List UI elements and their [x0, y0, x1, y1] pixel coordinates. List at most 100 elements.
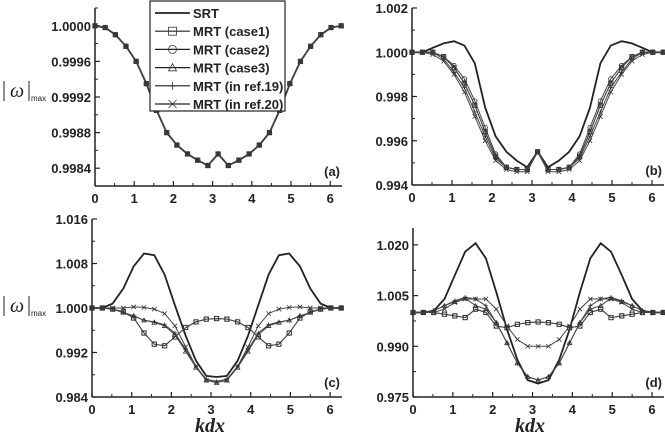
cross-marker: [172, 323, 178, 329]
cross-marker: [441, 58, 447, 64]
cross-marker: [556, 169, 562, 175]
cross-marker: [504, 323, 510, 329]
cross-marker: [131, 304, 137, 310]
legend-entry: MRT (case1): [193, 24, 270, 39]
y-tick-label: 1.005: [376, 289, 409, 304]
plus-marker: [256, 330, 261, 336]
cross-marker: [598, 296, 604, 302]
cross-marker: [483, 296, 489, 302]
max-subscript: max: [31, 94, 46, 103]
panel-b: 0 1 2 3 4 5 6 0.994 0.996 0.998 1.000 1.002 (b): [375, 1, 665, 205]
series-mrt-case3: [410, 295, 665, 383]
cross-marker: [297, 58, 303, 64]
series-mrt-in-ref-19: [410, 295, 665, 383]
cross-marker: [224, 377, 230, 383]
cross-marker: [472, 113, 478, 119]
plus-marker: [441, 56, 446, 62]
series-mrt-case2: [410, 306, 665, 331]
panel-c: 0 1 2 3 4 5 6 0.984 0.992 1.000 1.008 1.016 (c) kdx ω m…: [3, 212, 345, 437]
circle-marker: [151, 341, 157, 347]
cross-marker: [143, 81, 149, 87]
y-tick-label: 1.008: [55, 257, 88, 272]
y-tick-label: 1.020: [376, 238, 409, 253]
cross-marker: [286, 304, 292, 310]
plus-marker: [567, 165, 572, 170]
x-tick-label: 0: [91, 191, 98, 206]
cross-marker: [451, 71, 457, 77]
cross-marker: [205, 163, 211, 169]
cross-marker: [650, 49, 656, 55]
omega-symbol: ω: [10, 295, 24, 317]
y-tick-label: 0.9992: [51, 90, 91, 105]
cross-marker: [619, 71, 625, 77]
plus-marker: [168, 81, 177, 90]
circle-marker: [556, 321, 562, 327]
x-tick-label: 1: [131, 191, 138, 206]
plus-marker: [608, 85, 613, 90]
series-mrt-in-ref-20: [92, 23, 344, 169]
circle-marker: [193, 319, 199, 325]
cross-marker: [318, 32, 324, 38]
circle-marker: [141, 330, 147, 336]
y-tick-label: 1.000: [375, 45, 408, 60]
cross-marker: [256, 142, 262, 148]
cross-marker: [133, 58, 139, 64]
cross-marker: [431, 310, 437, 315]
series-line: [413, 241, 664, 385]
panel-label: (b): [645, 163, 662, 178]
x-tick-label: 0: [409, 402, 416, 417]
circle-marker: [214, 315, 220, 322]
cross-marker: [441, 306, 447, 312]
cross-marker: [110, 305, 116, 311]
cross-marker: [461, 89, 467, 95]
cross-marker: [525, 343, 531, 349]
cross-marker: [608, 89, 614, 95]
series-line: [413, 298, 664, 347]
cross-marker: [535, 149, 541, 155]
cross-marker: [514, 337, 520, 343]
x-tick-label: 5: [608, 190, 615, 205]
x-tick-label: 6: [327, 191, 334, 206]
plus-marker: [172, 330, 178, 336]
y-axis-label: ω max: [3, 295, 46, 318]
triangle-marker: [607, 80, 614, 86]
series-line: [413, 297, 664, 381]
series-line: [412, 40, 664, 169]
panel-label: (a): [324, 164, 340, 179]
legend-entry: MRT (case3): [193, 61, 270, 76]
plus-marker: [162, 322, 167, 327]
y-tick-label: 1.000: [55, 301, 88, 316]
cross-marker: [164, 130, 170, 136]
plus-marker: [557, 361, 562, 366]
cross-marker: [123, 43, 129, 49]
panel-a: 0 1 2 3 4 5 6 0.9984 0.9988 0.9992 0.9996 1.0000 (a)…: [3, 0, 345, 206]
cross-marker: [328, 305, 334, 311]
square-marker: [168, 26, 177, 36]
circle-marker: [545, 320, 552, 326]
x-tick-label: 1: [448, 190, 455, 205]
series-line: [92, 307, 342, 347]
cross-marker: [587, 296, 593, 302]
max-subscript: max: [31, 309, 46, 318]
series-mrt-case1: [89, 305, 344, 349]
x-axis-label: kdx: [515, 415, 545, 437]
omega-symbol: ω: [10, 80, 24, 102]
series-srt: [92, 252, 342, 378]
circle-marker: [619, 313, 625, 319]
plus-marker: [546, 374, 551, 379]
plus-marker: [266, 322, 271, 327]
cross-marker: [608, 296, 614, 302]
plus-marker: [514, 167, 519, 172]
plus-marker: [588, 303, 593, 308]
triangle-marker: [597, 102, 604, 108]
circle-marker: [535, 319, 541, 325]
x-tick-label: 5: [287, 191, 294, 206]
cross-marker: [308, 43, 314, 49]
plus-marker: [152, 319, 157, 325]
series-mrt-in-ref-20: [89, 304, 344, 386]
cross-marker: [420, 310, 426, 315]
cross-marker: [503, 167, 509, 172]
plus-marker: [141, 318, 147, 323]
circle-marker: [525, 320, 531, 326]
